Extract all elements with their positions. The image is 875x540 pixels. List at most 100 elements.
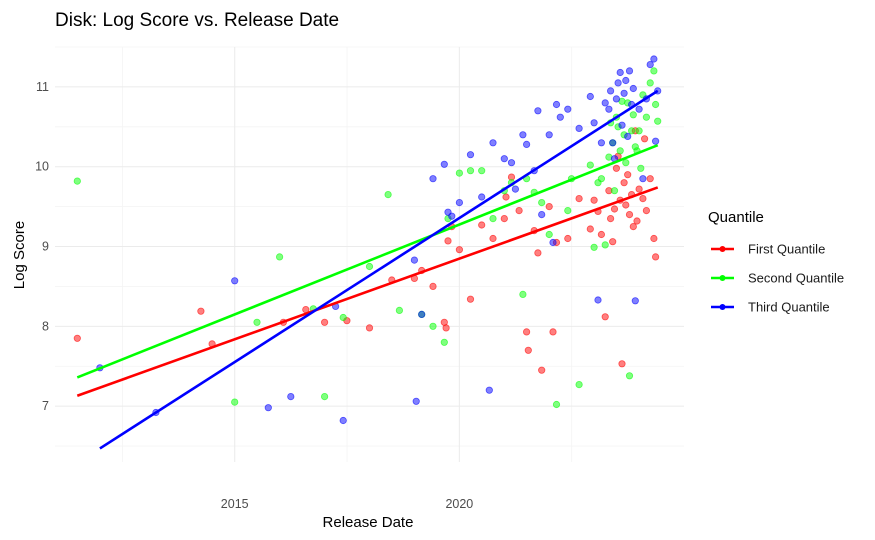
data-point: [618, 360, 626, 368]
data-point: [586, 225, 594, 233]
data-point: [552, 100, 561, 109]
data-point: [637, 164, 645, 172]
trend-line: [76, 143, 659, 379]
trend-line: [99, 89, 659, 450]
data-point: [231, 277, 239, 285]
legend-label: Second Quantile: [748, 271, 844, 286]
data-point: [612, 95, 621, 103]
data-point: [594, 296, 602, 304]
data-point: [466, 295, 475, 303]
data-point: [500, 155, 508, 163]
data-point: [485, 386, 493, 394]
data-point: [610, 187, 619, 195]
data-point: [564, 207, 572, 215]
data-point: [275, 253, 284, 261]
data-point: [650, 67, 658, 75]
data-point: [538, 199, 546, 207]
legend-item: Second Quantile: [711, 271, 844, 286]
data-point: [395, 306, 403, 314]
data-point: [635, 127, 643, 135]
trend-lines: [76, 89, 659, 450]
data-point: [384, 191, 392, 199]
data-point: [440, 160, 448, 168]
data-point: [365, 324, 374, 332]
data-point: [556, 113, 564, 121]
y-tick-label: 8: [42, 319, 49, 333]
data-point: [429, 322, 437, 330]
data-point: [522, 140, 531, 148]
data-point: [633, 217, 641, 225]
data-point: [534, 107, 542, 115]
data-point: [635, 185, 643, 193]
data-point: [646, 175, 654, 183]
data-point: [515, 207, 523, 215]
data-point: [610, 205, 619, 213]
data-point: [625, 67, 634, 75]
data-point: [575, 124, 583, 132]
legend-item: Third Quantile: [711, 300, 830, 315]
data-point: [412, 397, 420, 405]
data-point: [442, 324, 450, 332]
data-point: [622, 159, 630, 167]
data-point: [429, 175, 437, 183]
data-point: [640, 135, 649, 143]
data-point: [651, 137, 660, 145]
y-tick-label: 9: [42, 240, 49, 254]
data-point: [478, 167, 486, 175]
data-point: [552, 400, 561, 409]
data-point: [538, 211, 546, 219]
data-point: [590, 119, 598, 127]
data-point: [586, 161, 594, 169]
data-point: [654, 117, 662, 125]
data-point: [629, 111, 637, 119]
data-points: [73, 55, 662, 425]
y-tick-label: 11: [36, 80, 49, 94]
data-point: [629, 84, 637, 93]
legend-point-swatch: [719, 304, 726, 310]
data-point: [635, 105, 643, 113]
data-point: [620, 179, 628, 187]
data-point: [597, 139, 606, 147]
data-point: [466, 167, 475, 175]
data-point: [73, 177, 81, 185]
data-point: [489, 139, 497, 147]
data-point: [606, 215, 615, 223]
data-point: [605, 105, 613, 113]
data-point: [564, 105, 572, 113]
data-point: [448, 212, 456, 220]
data-point: [197, 307, 205, 315]
data-point: [609, 139, 617, 147]
data-point: [622, 201, 630, 209]
data-point: [489, 234, 497, 243]
data-point: [627, 127, 636, 135]
data-point: [612, 164, 621, 172]
data-point: [624, 171, 632, 179]
x-tick-label: 2015: [221, 497, 249, 511]
data-point: [629, 223, 637, 231]
data-point: [609, 238, 617, 246]
data-point: [511, 185, 520, 193]
axis-ticks: 7 8 9 10 11 2015 2020: [35, 80, 473, 511]
data-point: [549, 238, 557, 247]
data-point: [614, 79, 622, 87]
data-point: [287, 392, 295, 401]
data-point: [455, 199, 463, 207]
data-point: [618, 121, 626, 129]
data-point: [231, 398, 239, 406]
legend-point-swatch: [719, 246, 726, 252]
data-point: [642, 113, 651, 121]
data-point: [500, 215, 508, 223]
data-point: [651, 253, 660, 261]
data-point: [489, 215, 497, 223]
data-point: [429, 282, 437, 290]
legend-label: First Quantile: [748, 242, 825, 257]
data-point: [564, 234, 572, 243]
data-point: [639, 175, 647, 183]
legend-label: Third Quantile: [748, 300, 830, 315]
data-point: [478, 221, 486, 229]
data-point: [466, 151, 475, 159]
data-point: [534, 249, 542, 257]
data-point: [586, 92, 594, 101]
data-point: [73, 334, 81, 342]
